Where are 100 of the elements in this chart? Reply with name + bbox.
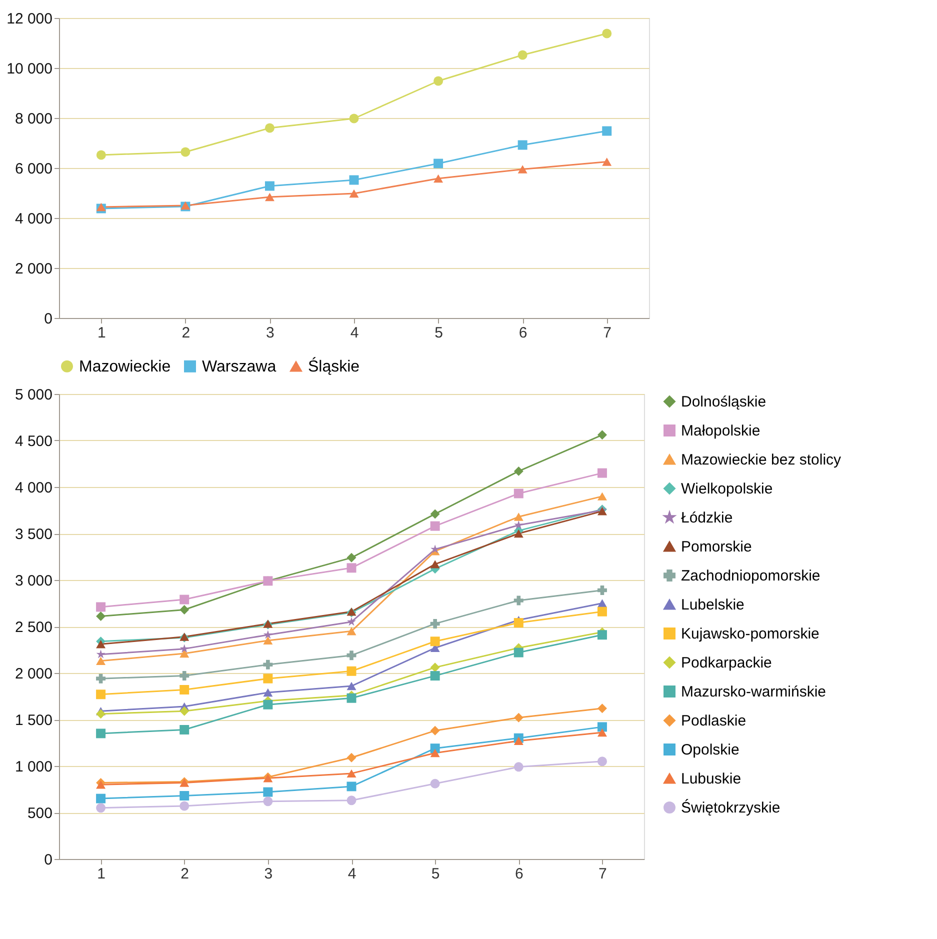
point [597, 722, 607, 732]
point [180, 671, 190, 681]
point [263, 787, 273, 797]
point [346, 769, 356, 778]
point [349, 189, 359, 198]
legend-label: Mazowieckie [79, 358, 171, 376]
legend-label: Śląskie [308, 356, 360, 376]
point [263, 660, 273, 670]
x-tick-label: 7 [603, 324, 612, 342]
point [597, 599, 607, 608]
point [597, 606, 607, 616]
point [514, 529, 524, 538]
point [346, 552, 356, 562]
point [430, 636, 440, 646]
point [180, 594, 190, 604]
legend-label: Lubuskie [681, 770, 742, 788]
y-tick-label: 1 000 [14, 758, 52, 776]
y-tick-label: 3 500 [14, 526, 52, 543]
x-tick-label: 2 [182, 324, 190, 342]
x-tick-label: 7 [598, 866, 607, 882]
point [180, 605, 190, 615]
point [346, 782, 356, 792]
point [514, 488, 524, 498]
y-tick-label: 12 000 [6, 10, 52, 28]
point [346, 617, 356, 626]
point [597, 585, 607, 595]
point [514, 512, 524, 521]
point [180, 791, 190, 801]
point [263, 796, 273, 806]
point [263, 700, 273, 710]
point [514, 618, 524, 628]
x-tick-label: 5 [431, 866, 440, 882]
legend-label: Lubelskie [681, 596, 744, 614]
y-tick-label: 2 000 [14, 666, 52, 682]
y-tick-label: 6 000 [14, 160, 52, 178]
point [346, 796, 356, 806]
point [180, 644, 189, 653]
point [597, 630, 607, 640]
point [346, 752, 356, 762]
legend-label: Mazursko-warmińskie [681, 684, 826, 700]
point [518, 50, 528, 60]
x-tick-label: 4 [348, 866, 356, 882]
x-tick-label: 4 [350, 324, 359, 342]
y-tick-label: 4 000 [14, 480, 52, 496]
point [180, 147, 190, 157]
point [349, 175, 359, 185]
point [96, 794, 106, 804]
x-tick-label: 5 [434, 324, 443, 342]
point [434, 174, 444, 183]
y-tick-label: 1 500 [14, 712, 52, 729]
point [514, 762, 524, 772]
x-tick-label: 3 [264, 866, 273, 882]
y-tick-label: 5 000 [14, 386, 52, 404]
legend-label: Pomorskie [681, 538, 752, 556]
point [180, 724, 190, 734]
point [96, 650, 106, 658]
point [430, 618, 440, 628]
point [597, 430, 607, 440]
x-tick-label: 6 [518, 324, 528, 342]
point [602, 158, 612, 166]
point [96, 803, 106, 813]
legend-label: Kujawsko-pomorskie [681, 626, 820, 642]
legend-label: Podkarpackie [681, 654, 772, 672]
point [264, 192, 274, 202]
point [96, 612, 106, 622]
y-tick-label: 0 [44, 852, 52, 868]
point [597, 492, 607, 500]
point [346, 627, 356, 636]
point [597, 756, 607, 766]
point [263, 630, 272, 639]
point [346, 563, 356, 573]
y-tick-label: 4 500 [14, 433, 52, 450]
x-tick-label: 3 [266, 324, 274, 342]
point [264, 181, 274, 191]
point [264, 123, 274, 133]
point [96, 656, 106, 666]
point [180, 649, 190, 658]
legend-label: Małopolskie [681, 422, 760, 440]
y-tick-label: 8 000 [14, 110, 52, 128]
point [430, 521, 440, 531]
y-tick-label: 4 000 [14, 210, 52, 228]
legend-label: Świętokrzyskie [681, 798, 780, 816]
point [597, 728, 607, 737]
point [180, 801, 190, 811]
point [96, 728, 106, 738]
point [180, 684, 190, 694]
point [514, 736, 524, 745]
point [434, 158, 444, 168]
legend-label: Podlaskie [681, 712, 746, 730]
point [96, 674, 106, 684]
point [96, 150, 106, 160]
point [514, 520, 524, 529]
point [430, 726, 440, 736]
point [349, 114, 359, 124]
point [263, 674, 273, 684]
legend-label: Zachodniopomorskie [681, 568, 820, 584]
point [602, 126, 612, 136]
y-tick-label: 500 [27, 805, 52, 822]
point [597, 468, 607, 478]
point [430, 662, 440, 672]
